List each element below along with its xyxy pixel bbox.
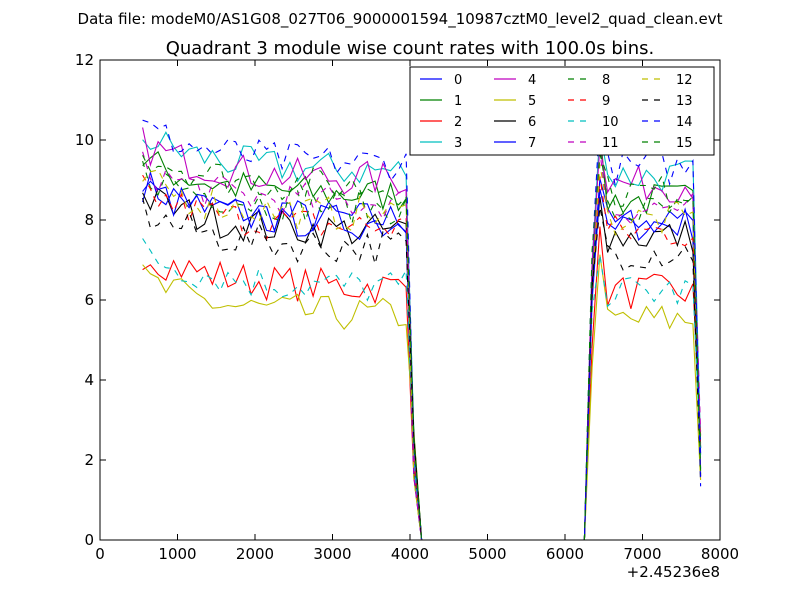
- legend-label: 0: [454, 73, 462, 88]
- series-14-line-a: [142, 119, 430, 541]
- legend-item-1: 1: [420, 94, 462, 109]
- x-tick-label: 7000: [623, 545, 661, 563]
- tick-layer: 0 1000 2000 3000 4000 5000 6000 7000 80000246810…: [75, 51, 739, 563]
- chart-title: Quadrant 3 module wise count rates with …: [166, 38, 655, 59]
- series-0-line-b: [583, 178, 702, 541]
- legend-label: 5: [528, 94, 536, 109]
- legend-item-8: 8: [568, 73, 610, 88]
- legend-item-4: 4: [494, 73, 536, 88]
- data-file-suptitle: Data file: modeM0/AS1G08_027T06_90000015…: [78, 10, 723, 29]
- series-7-line-a: [142, 180, 430, 541]
- legend-label: 1: [454, 94, 462, 109]
- legend-item-6: 6: [494, 115, 536, 130]
- series-9-line-a: [142, 174, 430, 541]
- legend-label: 10: [602, 115, 619, 130]
- series-4-line-b: [583, 145, 702, 541]
- series-12-line-a: [142, 169, 430, 541]
- legend-item-14: 14: [642, 115, 693, 130]
- y-tick-label: 0: [84, 531, 94, 549]
- legend-item-7: 7: [494, 136, 536, 151]
- x-tick-label: 3000: [313, 545, 351, 563]
- x-tick-label: 8000: [701, 545, 739, 563]
- legend-label: 7: [528, 136, 536, 151]
- x-tick-label: 1000: [158, 545, 196, 563]
- legend-label: 13: [676, 94, 693, 109]
- legend-item-2: 2: [420, 115, 462, 130]
- legend-label: 3: [454, 136, 462, 151]
- legend-label: 8: [602, 73, 610, 88]
- legend-label: 6: [528, 115, 536, 130]
- legend-label: 11: [602, 136, 619, 151]
- y-tick-label: 12: [75, 51, 94, 69]
- x-tick-label: 5000: [468, 545, 506, 563]
- legend-label: 12: [676, 73, 693, 88]
- legend-label: 15: [676, 136, 693, 151]
- series-13-line-b: [583, 207, 702, 541]
- series-1-line-a: [142, 151, 430, 541]
- series-15-line-b: [583, 154, 702, 541]
- series-5-line-a: [142, 264, 430, 541]
- y-tick-label: 10: [75, 131, 94, 149]
- y-tick-label: 6: [84, 291, 94, 309]
- x-offset-label: +2.45236e8: [627, 563, 720, 581]
- series-10-line-b: [583, 254, 702, 541]
- legend-item-5: 5: [494, 94, 536, 109]
- x-tick-label: 6000: [546, 545, 584, 563]
- series-11-line-a: [142, 151, 430, 541]
- legend-item-0: 0: [420, 73, 462, 88]
- y-tick-label: 8: [84, 211, 94, 229]
- legend-item-12: 12: [642, 73, 693, 88]
- legend-label: 4: [528, 73, 536, 88]
- series-12-line-b: [583, 164, 702, 541]
- x-tick-label: 2000: [236, 545, 274, 563]
- legend-item-10: 10: [568, 115, 619, 130]
- legend-frame: [409, 66, 715, 156]
- legend-label: 14: [676, 115, 693, 130]
- series-15-line-a: [142, 154, 430, 541]
- legend-label: 9: [602, 94, 610, 109]
- x-tick-label: 0: [95, 545, 105, 563]
- series-2-line-b: [583, 226, 702, 541]
- series-10-line-a: [142, 238, 430, 541]
- legend-item-13: 13: [642, 94, 693, 109]
- legend-label: 2: [454, 115, 462, 130]
- legend-item-9: 9: [568, 94, 610, 109]
- series-7-line-b: [583, 188, 702, 541]
- y-tick-label: 2: [84, 451, 94, 469]
- series-8-line-a: [142, 160, 430, 541]
- x-tick-label: 4000: [391, 545, 429, 563]
- legend-item-15: 15: [642, 136, 693, 151]
- series-2-line-a: [142, 259, 430, 541]
- legend-item-11: 11: [568, 136, 619, 151]
- y-tick-label: 4: [84, 371, 94, 389]
- legend-item-3: 3: [420, 136, 462, 151]
- series-13-line-a: [142, 197, 430, 541]
- series-4-line-a: [142, 127, 430, 541]
